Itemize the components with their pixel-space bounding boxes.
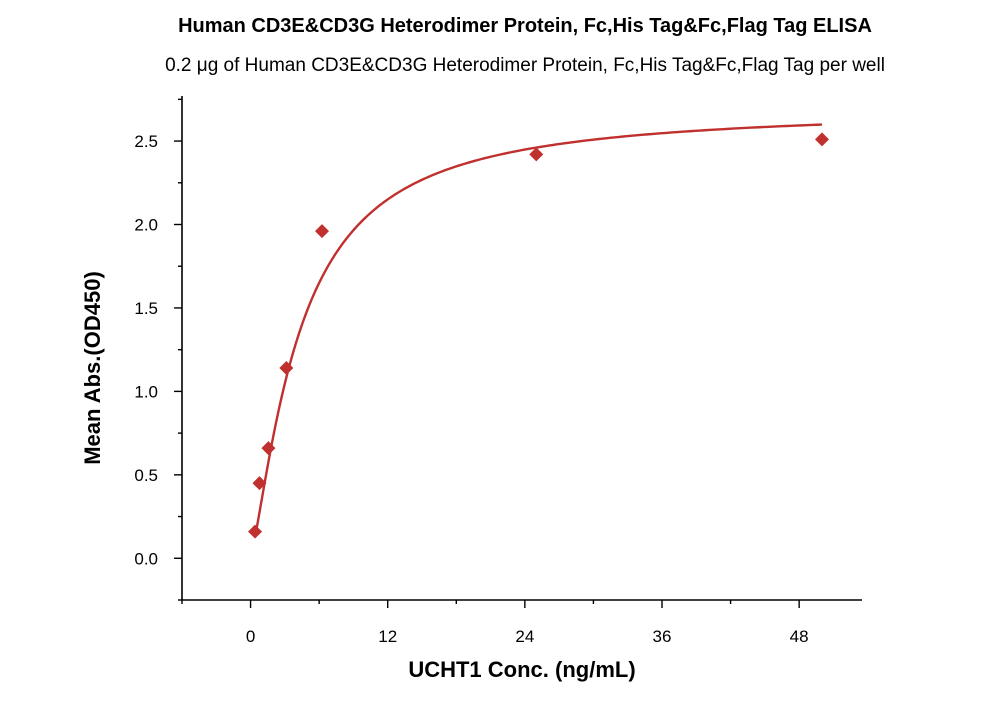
y-tick-label: 1.5 [134,299,158,318]
chart-subtitle: 0.2 μg of Human CD3E&CD3G Heterodimer Pr… [165,55,885,76]
data-point [815,132,829,147]
data-point [252,476,267,491]
x-tick-label: 0 [246,627,255,646]
data-point [261,441,276,456]
data-point [248,524,263,539]
y-axis-title: Mean Abs.(OD450) [80,271,105,465]
y-tick-label: 2.0 [134,216,158,235]
x-tick-label: 36 [653,627,672,646]
chart-title: Human CD3E&CD3G Heterodimer Protein, Fc,… [178,15,872,37]
x-tick-label: 12 [378,627,397,646]
data-point [279,361,294,376]
y-tick-label: 1.0 [134,382,158,401]
x-tick-label: 24 [515,627,534,646]
axes [181,96,862,601]
y-tick-label: 0.0 [134,549,158,568]
x-axis-title: UCHT1 Conc. (ng/mL) [408,657,635,682]
data-point [315,224,329,239]
data-points [248,132,829,539]
y-tick-label: 0.5 [134,466,158,485]
fit-curve [253,123,823,539]
fit-curve-group [253,123,823,539]
ticks: 0.0 0.5 1.0 1.5 2.0 2.5 0 12 24 36 48 [134,98,809,646]
data-point [529,147,544,162]
y-tick-label: 2.5 [134,132,158,151]
x-tick-label: 48 [790,627,809,646]
